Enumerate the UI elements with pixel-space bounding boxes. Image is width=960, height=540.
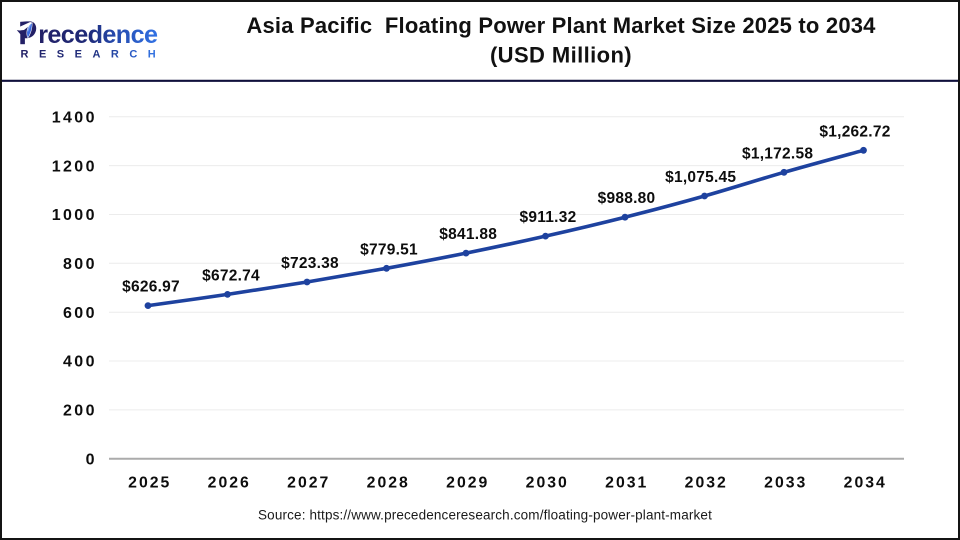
svg-text:1200: 1200 — [52, 158, 97, 175]
svg-text:1400: 1400 — [52, 110, 97, 127]
svg-text:0: 0 — [86, 452, 97, 469]
svg-text:$723.38: $723.38 — [281, 255, 339, 272]
svg-text:1000: 1000 — [52, 207, 97, 224]
svg-text:2029: 2029 — [446, 475, 489, 492]
svg-text:recedence: recedence — [38, 21, 158, 49]
svg-text:600: 600 — [63, 305, 97, 322]
svg-text:2028: 2028 — [367, 475, 410, 492]
svg-text:Source: https://www.precedence: Source: https://www.precedenceresearch.c… — [258, 508, 712, 523]
svg-text:2027: 2027 — [287, 475, 330, 492]
svg-text:RESEARCH: RESEARCH — [21, 49, 167, 61]
svg-text:$1,262.72: $1,262.72 — [819, 123, 890, 140]
svg-text:2032: 2032 — [685, 475, 728, 492]
svg-text:2025: 2025 — [128, 475, 171, 492]
svg-text:$1,172.58: $1,172.58 — [742, 145, 813, 162]
svg-text:$779.51: $779.51 — [360, 241, 418, 258]
svg-text:$911.32: $911.32 — [520, 209, 577, 226]
svg-text:(USD Million): (USD Million) — [490, 43, 632, 68]
svg-text:$841.88: $841.88 — [439, 226, 497, 243]
svg-text:400: 400 — [63, 354, 97, 371]
svg-text:2026: 2026 — [208, 475, 251, 492]
svg-text:2031: 2031 — [605, 475, 648, 492]
svg-text:$626.97: $626.97 — [122, 279, 180, 296]
svg-text:$1,075.45: $1,075.45 — [665, 169, 736, 186]
svg-text:$988.80: $988.80 — [598, 190, 656, 207]
svg-text:Asia Pacific Floating Power P: Asia Pacific Floating Power Plant Market… — [246, 13, 876, 38]
svg-text:$672.74: $672.74 — [202, 267, 260, 284]
svg-text:800: 800 — [63, 256, 97, 273]
svg-text:2033: 2033 — [764, 475, 807, 492]
svg-text:2030: 2030 — [526, 475, 569, 492]
svg-text:200: 200 — [63, 403, 97, 420]
svg-text:2034: 2034 — [844, 475, 887, 492]
